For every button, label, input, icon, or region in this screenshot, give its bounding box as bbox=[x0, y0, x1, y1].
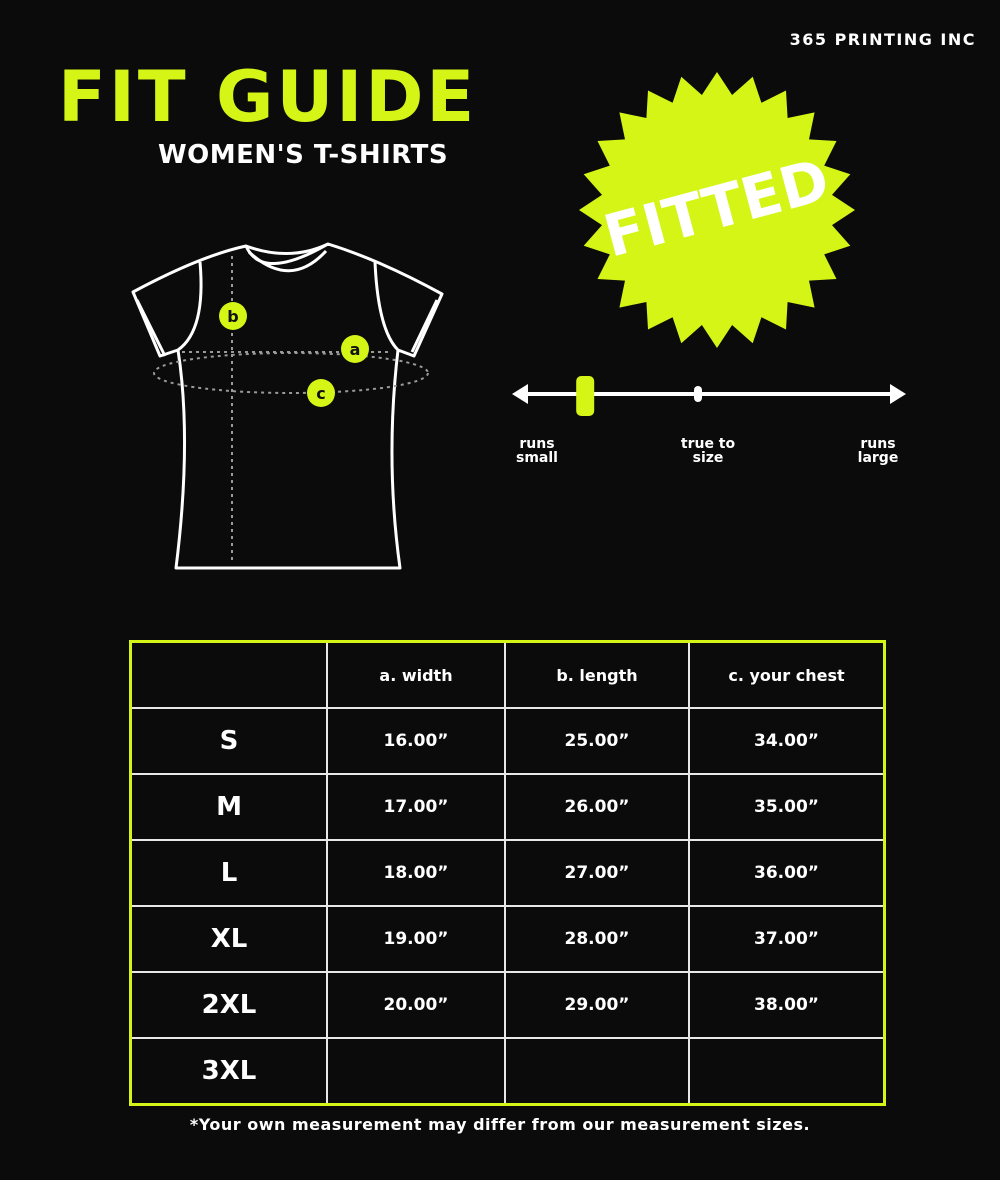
graphics: FITTED b a c bbox=[131, 72, 906, 570]
length-cell: 27.00” bbox=[504, 839, 690, 907]
size-cell: 3XL bbox=[129, 1037, 328, 1106]
measurement-guides bbox=[153, 256, 429, 562]
brand-name: 365 PRINTING INC bbox=[789, 30, 976, 49]
size-chart-table: a. width b. length c. your chest S 16.00”… bbox=[129, 640, 886, 1106]
label-a-marker: a bbox=[341, 335, 369, 363]
width-cell: 19.00” bbox=[326, 905, 506, 973]
length-cell: 29.00” bbox=[504, 971, 690, 1039]
chest-cell: 37.00” bbox=[688, 905, 886, 973]
table-row: L 18.00” 27.00” 36.00” bbox=[129, 839, 886, 907]
length-cell: 25.00” bbox=[504, 707, 690, 775]
size-cell: XL bbox=[129, 905, 328, 973]
width-cell: 18.00” bbox=[326, 839, 506, 907]
fit-marker bbox=[576, 376, 595, 416]
chest-cell: 34.00” bbox=[688, 707, 886, 775]
length-cell bbox=[504, 1037, 690, 1106]
width-cell: 17.00” bbox=[326, 773, 506, 841]
table-header-row: a. width b. length c. your chest bbox=[129, 640, 886, 709]
width-cell bbox=[326, 1037, 506, 1106]
disclaimer-note: *Your own measurement may differ from ou… bbox=[189, 1115, 811, 1134]
label-b-marker: b bbox=[219, 302, 247, 330]
chest-cell: 38.00” bbox=[688, 971, 886, 1039]
length-cell: 28.00” bbox=[504, 905, 690, 973]
svg-text:b: b bbox=[227, 307, 238, 326]
tshirt-diagram bbox=[131, 242, 444, 570]
size-cell: S bbox=[129, 707, 328, 775]
scale-label-true-to-size: true to size bbox=[680, 436, 736, 466]
arrow-right-icon bbox=[890, 384, 906, 404]
page-title: FIT GUIDE bbox=[58, 56, 478, 138]
header-length: b. length bbox=[504, 640, 690, 709]
width-cell: 20.00” bbox=[326, 971, 506, 1039]
chest-cell bbox=[688, 1037, 886, 1106]
page-subtitle: WOMEN'S T-SHIRTS bbox=[158, 140, 449, 170]
true-to-size-tick bbox=[694, 386, 702, 402]
scale-label-runs-small: runs small bbox=[516, 436, 558, 466]
length-cell: 26.00” bbox=[504, 773, 690, 841]
width-cell: 16.00” bbox=[326, 707, 506, 775]
size-cell: M bbox=[129, 773, 328, 841]
table-row: 2XL 20.00” 29.00” 38.00” bbox=[129, 971, 886, 1039]
size-cell: L bbox=[129, 839, 328, 907]
chest-cell: 35.00” bbox=[688, 773, 886, 841]
label-c-marker: c bbox=[307, 379, 335, 407]
table-row: S 16.00” 25.00” 34.00” bbox=[129, 707, 886, 775]
table-row: XL 19.00” 28.00” 37.00” bbox=[129, 905, 886, 973]
header-chest: c. your chest bbox=[688, 640, 886, 709]
chest-cell: 36.00” bbox=[688, 839, 886, 907]
header-size bbox=[129, 640, 328, 709]
size-cell: 2XL bbox=[129, 971, 328, 1039]
svg-text:c: c bbox=[316, 384, 325, 403]
arrow-left-icon bbox=[512, 384, 528, 404]
fitted-badge-starburst bbox=[579, 72, 855, 348]
table-row: 3XL bbox=[129, 1037, 886, 1106]
svg-text:a: a bbox=[350, 340, 361, 359]
header-width: a. width bbox=[326, 640, 506, 709]
fit-scale bbox=[512, 376, 906, 416]
scale-label-runs-large: runs large bbox=[857, 436, 899, 466]
table-row: M 17.00” 26.00” 35.00” bbox=[129, 773, 886, 841]
